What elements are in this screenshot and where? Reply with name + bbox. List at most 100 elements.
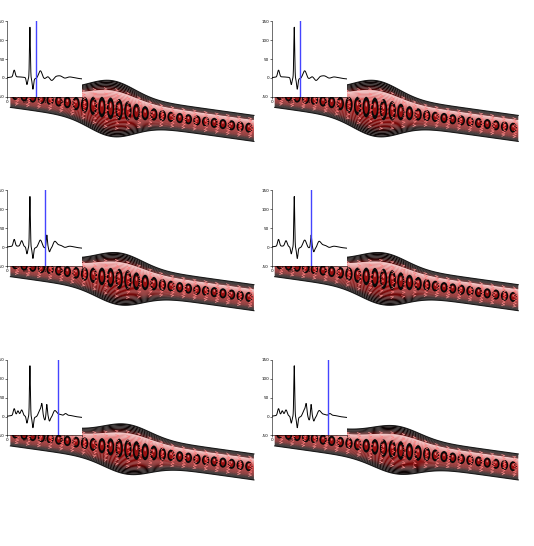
- Ellipse shape: [179, 454, 180, 456]
- Polygon shape: [11, 441, 254, 476]
- Ellipse shape: [107, 268, 114, 287]
- Ellipse shape: [468, 457, 472, 464]
- Ellipse shape: [64, 266, 71, 277]
- Ellipse shape: [279, 431, 280, 434]
- Polygon shape: [11, 263, 254, 298]
- Ellipse shape: [31, 264, 35, 270]
- Ellipse shape: [110, 273, 112, 277]
- Ellipse shape: [98, 438, 106, 453]
- Ellipse shape: [49, 97, 51, 100]
- Polygon shape: [11, 102, 254, 137]
- Polygon shape: [274, 91, 518, 126]
- Polygon shape: [11, 91, 254, 125]
- Ellipse shape: [501, 290, 508, 301]
- Polygon shape: [11, 420, 254, 455]
- Ellipse shape: [127, 444, 129, 449]
- Ellipse shape: [294, 92, 301, 103]
- Ellipse shape: [416, 110, 420, 118]
- Ellipse shape: [22, 263, 26, 269]
- Ellipse shape: [364, 271, 368, 282]
- Ellipse shape: [12, 259, 19, 269]
- Polygon shape: [11, 442, 254, 477]
- Ellipse shape: [466, 455, 474, 465]
- Ellipse shape: [210, 456, 218, 466]
- Ellipse shape: [117, 103, 121, 116]
- Polygon shape: [11, 274, 254, 308]
- Ellipse shape: [409, 278, 410, 282]
- Ellipse shape: [202, 117, 209, 127]
- Ellipse shape: [321, 98, 325, 105]
- Ellipse shape: [160, 112, 164, 119]
- Ellipse shape: [100, 100, 104, 114]
- Ellipse shape: [374, 103, 376, 108]
- Ellipse shape: [143, 109, 147, 118]
- Polygon shape: [274, 265, 518, 300]
- Polygon shape: [11, 253, 254, 288]
- Ellipse shape: [417, 280, 419, 283]
- Polygon shape: [11, 434, 254, 468]
- Polygon shape: [11, 87, 254, 122]
- Ellipse shape: [195, 456, 199, 462]
- Ellipse shape: [231, 292, 232, 294]
- Ellipse shape: [389, 270, 396, 290]
- Ellipse shape: [305, 265, 307, 268]
- Polygon shape: [274, 86, 518, 121]
- Ellipse shape: [441, 451, 447, 462]
- Ellipse shape: [133, 272, 140, 290]
- Polygon shape: [274, 444, 518, 479]
- Ellipse shape: [202, 455, 209, 465]
- Polygon shape: [11, 99, 254, 134]
- Polygon shape: [274, 263, 518, 298]
- Ellipse shape: [91, 270, 96, 280]
- Ellipse shape: [83, 440, 87, 447]
- Ellipse shape: [159, 448, 166, 461]
- Polygon shape: [274, 94, 518, 128]
- Polygon shape: [274, 267, 518, 301]
- Ellipse shape: [230, 122, 233, 128]
- Ellipse shape: [469, 288, 471, 290]
- Ellipse shape: [230, 461, 233, 467]
- Polygon shape: [11, 98, 254, 133]
- Polygon shape: [11, 276, 254, 311]
- Ellipse shape: [513, 294, 514, 296]
- Ellipse shape: [288, 432, 289, 435]
- Polygon shape: [11, 105, 254, 140]
- Ellipse shape: [414, 277, 422, 290]
- Polygon shape: [274, 255, 518, 290]
- Ellipse shape: [15, 431, 16, 434]
- Polygon shape: [274, 443, 518, 477]
- Ellipse shape: [119, 274, 120, 278]
- Ellipse shape: [435, 114, 436, 117]
- Polygon shape: [274, 269, 518, 304]
- Ellipse shape: [409, 110, 410, 113]
- Ellipse shape: [193, 284, 201, 295]
- Ellipse shape: [363, 97, 370, 117]
- Ellipse shape: [494, 122, 498, 128]
- Polygon shape: [274, 434, 518, 468]
- Polygon shape: [274, 96, 518, 130]
- Ellipse shape: [196, 118, 198, 120]
- Ellipse shape: [193, 115, 201, 126]
- Polygon shape: [274, 266, 518, 301]
- Polygon shape: [274, 100, 518, 135]
- Polygon shape: [274, 85, 518, 120]
- Polygon shape: [274, 422, 518, 456]
- Ellipse shape: [49, 266, 51, 269]
- Polygon shape: [274, 97, 518, 132]
- Ellipse shape: [124, 440, 131, 459]
- Polygon shape: [274, 270, 518, 305]
- Ellipse shape: [22, 93, 26, 99]
- Polygon shape: [274, 275, 518, 310]
- Polygon shape: [11, 440, 254, 474]
- Ellipse shape: [397, 104, 404, 120]
- Ellipse shape: [90, 97, 97, 115]
- Polygon shape: [11, 103, 254, 138]
- Ellipse shape: [400, 108, 402, 111]
- Ellipse shape: [492, 289, 499, 300]
- Ellipse shape: [167, 449, 175, 461]
- Ellipse shape: [107, 98, 114, 119]
- Polygon shape: [274, 432, 518, 467]
- Ellipse shape: [371, 439, 379, 455]
- Ellipse shape: [331, 438, 333, 441]
- Polygon shape: [274, 257, 518, 292]
